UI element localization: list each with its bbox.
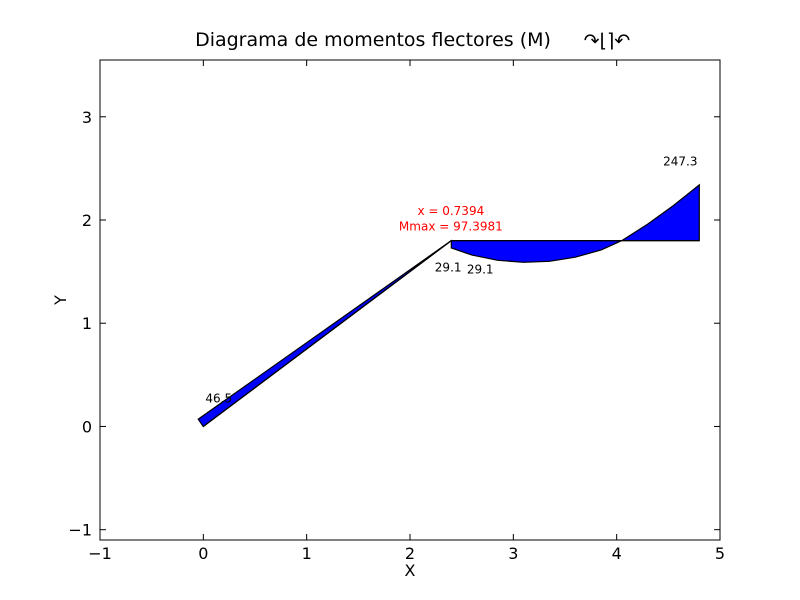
moment-region-2 (450, 183, 700, 263)
x-axis-label: X (405, 561, 416, 580)
chart-title: Diagrama de momentos flectores (M) (195, 29, 551, 51)
max-moment-annotation: Mmax = 97.3981 (399, 219, 503, 233)
beam-line-1 (202, 240, 452, 427)
x-tick-label: −1 (88, 544, 112, 563)
x-tick-label: 1 (302, 544, 312, 563)
moment-value-label: 46.5 (205, 392, 232, 406)
x-tick-label: 3 (508, 544, 518, 563)
moment-value-label: 29.1 (435, 261, 462, 275)
x-tick-label: 0 (198, 544, 208, 563)
x-tick-label: 4 (612, 544, 622, 563)
y-tick-label: 0 (82, 417, 92, 436)
y-tick-label: 3 (82, 108, 92, 127)
x-tick-label: 5 (715, 544, 725, 563)
y-tick-label: −1 (68, 521, 92, 540)
axes-frame (99, 59, 721, 541)
y-axis-label: Y (51, 295, 70, 306)
moment-sign-convention-icon: ↷⌊⌉↶ (584, 30, 631, 52)
moment-value-label: 29.1 (467, 263, 494, 277)
moment-value-label: 247.3 (663, 154, 697, 168)
plot-area: −1 0 1 2 3 4 5 −1 0 1 2 3 46.5 29.1 29.1 247.3 x = 0.739… (68, 59, 725, 563)
y-tick-label: 1 (82, 314, 92, 333)
max-moment-annotation: x = 0.7394 (417, 204, 484, 218)
x-tick-label: 2 (405, 544, 415, 563)
y-tick-label: 2 (82, 211, 92, 230)
